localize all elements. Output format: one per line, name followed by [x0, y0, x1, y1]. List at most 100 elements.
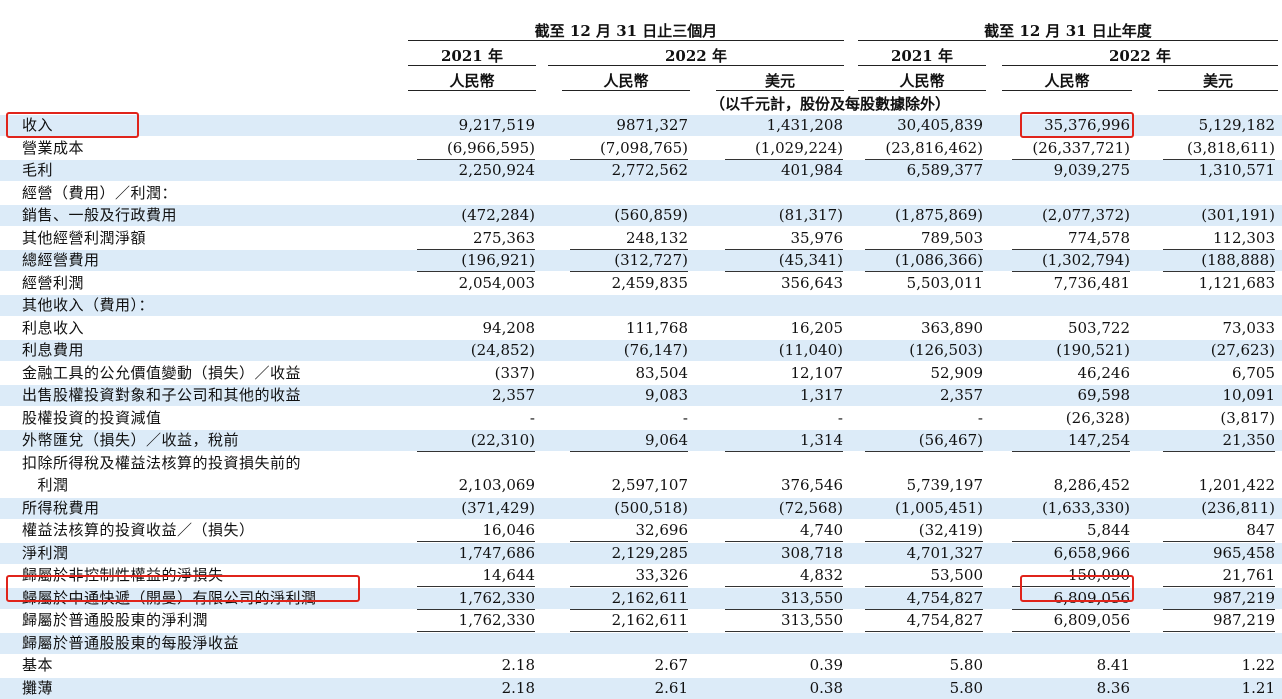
- row-value: (72,568): [778, 498, 843, 517]
- row-label: 歸屬於普通股股東的每股淨收益: [22, 633, 240, 652]
- row-value: 1,762,330: [417, 588, 535, 610]
- header-rule: [408, 90, 536, 91]
- row-value: 4,701,327: [906, 543, 983, 562]
- row-value: 9,083: [645, 386, 688, 404]
- row-value: 9,064: [570, 430, 688, 452]
- row-value: 2,054,003: [458, 273, 535, 292]
- table-row: 利息收入 94,208 111,768 16,205 363,890 503,722 73,…: [0, 318, 1282, 339]
- row-value: 16,205: [790, 318, 844, 337]
- row-value: 1,317: [800, 386, 843, 404]
- row-value: 6,809,056: [1012, 610, 1130, 632]
- row-value: (76,147): [623, 341, 688, 359]
- highlight-box-revenue-value: [1020, 112, 1134, 138]
- header-group-three-months: 截至 12 月 31 日止三個月: [534, 22, 718, 40]
- header-rule: [858, 90, 986, 91]
- row-value: 9871,327: [616, 116, 688, 134]
- table-row: 歸屬於中通快遞（開曼）有限公司的淨利潤 1,762,330 2,162,611 313…: [0, 587, 1282, 610]
- row-value: (26,328): [1065, 408, 1130, 427]
- table-row: 基本 2.18 2.67 0.39 5.80 8.41 1.22: [0, 655, 1282, 676]
- row-value: 9,039,275: [1053, 161, 1130, 179]
- row-value: 5.80: [949, 678, 983, 697]
- row-value: 987,219: [1163, 588, 1275, 610]
- row-value: (472,284): [461, 206, 535, 224]
- row-value: 6,705: [1232, 363, 1275, 382]
- row-value: 503,722: [1067, 318, 1130, 337]
- row-value: 4,832: [725, 565, 843, 587]
- row-value: 2,162,611: [570, 610, 688, 632]
- row-value: 965,458: [1212, 543, 1275, 562]
- header-rule: [562, 90, 690, 91]
- row-value: (1,029,224): [725, 138, 843, 160]
- row-value: 5,129,182: [1198, 116, 1275, 134]
- row-value: 111,768: [625, 318, 688, 337]
- row-value: 2,459,835: [611, 273, 688, 292]
- row-value: (1,086,366): [865, 250, 983, 272]
- row-value: 10,091: [1222, 386, 1276, 404]
- row-value: 363,890: [920, 318, 983, 337]
- header-rule: [1002, 90, 1132, 91]
- row-value: (1,633,330): [1041, 498, 1130, 517]
- row-value: (560,859): [614, 206, 688, 224]
- row-label: 歸屬於中通快遞（開曼）有限公司的淨利潤: [22, 588, 317, 607]
- row-value: 6,658,966: [1053, 543, 1130, 562]
- row-value: 5.80: [949, 656, 983, 674]
- row-value: 1,310,571: [1198, 161, 1275, 179]
- row-value: (236,811): [1201, 498, 1275, 517]
- row-label: 營業成本: [22, 138, 85, 157]
- row-value: (301,191): [1201, 206, 1275, 224]
- row-value: -: [837, 408, 843, 427]
- row-value: (1,875,869): [894, 206, 983, 224]
- row-value: (45,341): [725, 250, 843, 272]
- row-value: 313,550: [725, 610, 843, 632]
- header-currency-usd: 美元: [764, 72, 795, 90]
- row-value: 1,121,683: [1198, 273, 1275, 292]
- row-value: 53,500: [865, 565, 983, 587]
- row-value: 5,739,197: [906, 476, 983, 494]
- row-value: 112,303: [1163, 228, 1275, 250]
- row-value: (7,098,765): [570, 138, 688, 160]
- row-value: 21,350: [1163, 430, 1275, 452]
- header-rule: [858, 65, 986, 66]
- row-label: 扣除所得稅及權益法核算的投資損失前的: [22, 453, 302, 472]
- row-value: 1,431,208: [766, 116, 843, 134]
- highlight-box-revenue-label: [6, 112, 139, 138]
- row-label: 基本: [22, 656, 54, 674]
- table-row: 收入 9,217,519 9871,327 1,431,208 30,405,839 35…: [0, 115, 1282, 136]
- header-year-2022-quarter: 2022 年: [665, 47, 727, 65]
- row-value: (3,818,611): [1163, 138, 1275, 160]
- row-value: 789,503: [865, 228, 983, 250]
- row-value: 2,357: [940, 386, 983, 404]
- table-row: 經營利潤 2,054,003 2,459,835 356,643 5,503,011 7,…: [0, 273, 1282, 294]
- row-value: 8,286,452: [1053, 476, 1130, 494]
- row-value: (26,337,721): [1012, 138, 1130, 160]
- row-value: 46,246: [1077, 363, 1131, 382]
- header-currency-rmb: 人民幣: [899, 72, 945, 90]
- row-value: 4,740: [725, 520, 843, 542]
- row-label: 其他經營利潤淨額: [22, 228, 147, 247]
- header-currency-rmb: 人民幣: [603, 72, 649, 90]
- row-value: 248,132: [570, 228, 688, 250]
- row-value: 8.36: [1096, 678, 1130, 697]
- row-value: 2,597,107: [611, 476, 688, 494]
- row-label: 金融工具的公允價值變動（損失）／收益: [22, 363, 302, 382]
- row-value: 376,546: [780, 476, 843, 494]
- row-value: 7,736,481: [1053, 273, 1130, 292]
- row-value: 401,984: [780, 161, 843, 179]
- row-value: 14,644: [417, 565, 535, 587]
- header-currency-usd: 美元: [1202, 72, 1233, 90]
- header-rule: [1158, 90, 1278, 91]
- row-value: 35,376,996: [1044, 116, 1130, 134]
- row-value: (312,727): [570, 250, 688, 272]
- row-value: -: [529, 408, 535, 427]
- row-label: 利潤: [22, 476, 69, 494]
- row-value: 987,219: [1163, 610, 1275, 632]
- row-value: 21,761: [1163, 565, 1275, 587]
- row-value: (27,623): [1210, 341, 1275, 359]
- row-value: 1,314: [725, 430, 843, 452]
- row-value: 1.22: [1241, 656, 1275, 674]
- row-value: (32,419): [865, 520, 983, 542]
- row-value: 147,254: [1012, 430, 1130, 452]
- row-value: 0.39: [809, 656, 843, 674]
- row-value: 30,405,839: [897, 116, 983, 134]
- table-row: 扣除所得稅及權益法核算的投資損失前的: [0, 453, 1282, 474]
